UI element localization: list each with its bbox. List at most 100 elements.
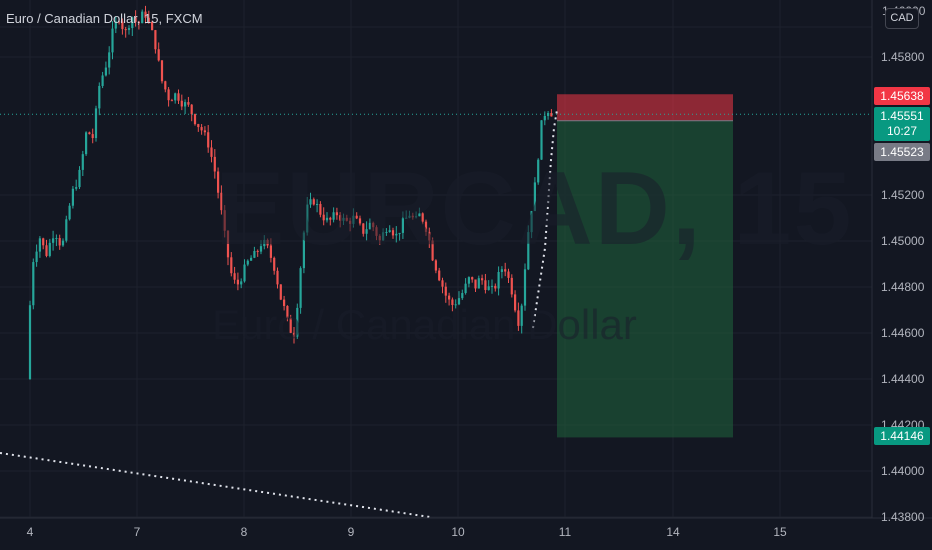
candle-body <box>302 232 305 269</box>
bearish-candle <box>180 94 183 111</box>
bullish-candle <box>530 210 533 239</box>
candle-body <box>157 49 160 61</box>
bullish-candle <box>296 303 299 339</box>
candle-body <box>537 159 540 183</box>
bullish-candle <box>316 199 319 213</box>
bearish-candle <box>190 104 193 122</box>
candle-body <box>137 21 140 24</box>
bullish-candle <box>65 215 68 243</box>
candle-body <box>38 238 41 252</box>
candle-body <box>332 212 335 220</box>
candle-body <box>448 295 451 300</box>
candle-body <box>104 67 107 76</box>
short-position-tool <box>557 94 733 438</box>
candle-body <box>306 204 309 233</box>
bearish-candle <box>58 234 61 250</box>
candle-body <box>259 246 263 252</box>
candle-body <box>405 217 408 219</box>
y-tick-label: 1.44600 <box>881 326 925 340</box>
candle-body <box>289 318 292 333</box>
bullish-candle <box>415 211 418 219</box>
candle-body <box>71 188 74 206</box>
candle-body <box>342 217 345 221</box>
candle-body <box>226 230 230 258</box>
x-tick-label: 8 <box>241 525 248 539</box>
bearish-candle <box>507 268 510 283</box>
candle-body <box>236 279 239 285</box>
candle-body <box>147 17 150 22</box>
bullish-candle <box>38 236 41 258</box>
y-tick-label: 1.44400 <box>881 372 925 386</box>
bullish-candle <box>352 208 355 228</box>
candle-body <box>61 240 65 246</box>
candle-body <box>385 231 388 233</box>
candle-body <box>444 286 447 296</box>
bearish-candle <box>411 212 414 220</box>
candle-body <box>68 205 71 220</box>
bullish-candle <box>68 203 71 221</box>
candle-body <box>256 250 259 252</box>
candle-body <box>180 100 183 107</box>
candlestick-series <box>28 5 553 380</box>
bullish-candle <box>302 230 305 274</box>
bearish-candle <box>193 113 197 126</box>
candle-body <box>345 217 348 221</box>
bullish-candle <box>520 303 523 334</box>
bearish-candle <box>147 10 150 24</box>
candle-body <box>464 283 467 294</box>
candle-body <box>388 230 391 232</box>
candle-body <box>45 245 48 256</box>
candle-body <box>174 93 177 101</box>
last-price-tag: 1.45551 10:27 <box>874 107 930 141</box>
bullish-candle <box>52 230 55 251</box>
candle-body <box>286 305 289 319</box>
bullish-candle <box>332 207 335 223</box>
currency-button[interactable]: CAD <box>885 8 919 29</box>
candle-body <box>243 264 246 282</box>
bullish-candle <box>385 228 388 236</box>
bearish-candle <box>210 140 213 163</box>
bullish-candle <box>405 210 408 219</box>
bearish-candle <box>187 96 190 107</box>
bearish-candle <box>494 283 497 292</box>
candle-body <box>240 281 243 285</box>
bearish-candle <box>484 273 487 294</box>
x-tick-label: 4 <box>27 525 34 539</box>
bullish-candle <box>454 299 457 309</box>
bearish-candle <box>335 207 338 220</box>
candle-body <box>154 30 157 50</box>
bullish-candle <box>464 278 467 295</box>
candle-body <box>533 182 536 212</box>
bullish-candle <box>487 280 490 291</box>
bearish-candle <box>276 267 279 289</box>
candle-body <box>114 21 117 29</box>
y-tick-label: 1.43800 <box>881 510 925 524</box>
candle-body <box>85 132 88 155</box>
candle-body <box>200 127 203 131</box>
bullish-candle <box>325 212 329 223</box>
bullish-candle <box>537 158 540 185</box>
bearish-candle <box>292 326 296 344</box>
bearish-candle <box>42 237 45 250</box>
candle-body <box>490 285 494 287</box>
bearish-candle <box>362 223 365 237</box>
candle-body <box>58 238 61 246</box>
bullish-candle <box>243 259 246 283</box>
chart-title: Euro / Canadian Dollar, 15, FXCM <box>6 11 203 26</box>
bullish-candle <box>32 258 35 310</box>
candle-body <box>355 215 358 219</box>
bullish-candle <box>299 266 302 314</box>
bearish-candle <box>121 18 124 35</box>
candle-body <box>223 210 226 231</box>
x-tick-label: 15 <box>773 525 787 539</box>
candle-body <box>48 242 51 256</box>
candle-body <box>203 130 206 133</box>
bearish-candle <box>434 259 437 274</box>
candle-body <box>335 212 338 216</box>
bearish-candle <box>372 221 375 232</box>
last-price-value: 1.45551 <box>880 109 924 123</box>
bearish-candle <box>286 305 289 322</box>
bullish-candle <box>48 238 51 258</box>
y-tick-label: 1.45200 <box>881 188 925 202</box>
